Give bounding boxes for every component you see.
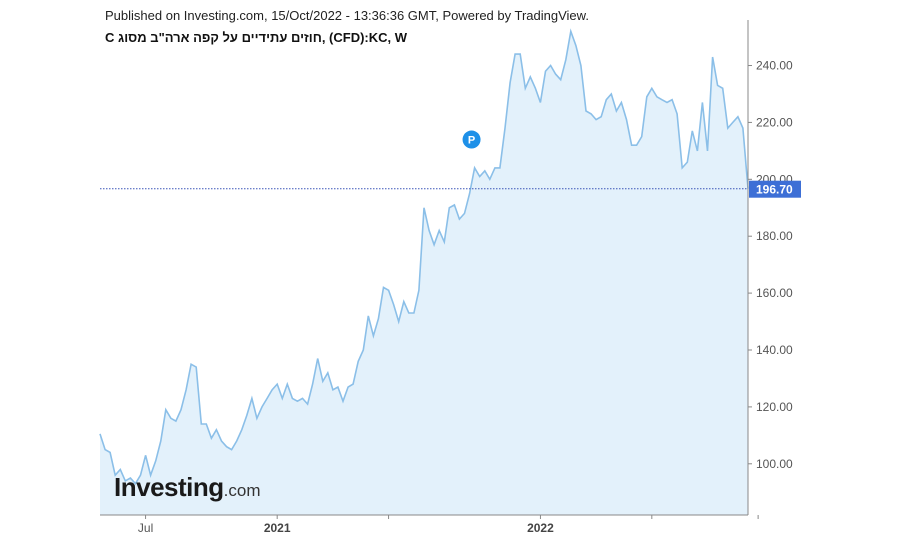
investing-logo: Investing.com — [114, 472, 260, 503]
y-tick-label: 120.00 — [756, 400, 793, 414]
y-axis: 100.00120.00140.00160.00180.00200.00220.… — [747, 20, 793, 515]
marker-circle[interactable] — [462, 130, 481, 149]
y-tick-label: 240.00 — [756, 59, 793, 73]
price-tag: 196.70 — [749, 180, 801, 198]
price-tag-box — [749, 180, 801, 198]
marker-label: P — [468, 135, 475, 147]
y-tick-label: 160.00 — [756, 286, 793, 300]
price-area — [100, 31, 748, 516]
x-tick-label: 2022 — [527, 521, 554, 535]
y-tick-label: 220.00 — [756, 115, 793, 129]
published-caption: Published on Investing.com, 15/Oct/2022 … — [105, 8, 589, 23]
y-tick-label: 180.00 — [756, 229, 793, 243]
chart-title: C חוזים עתידיים על קפה ארה"ב מסוג, (CFD)… — [105, 30, 408, 45]
x-tick-label: 2021 — [264, 521, 291, 535]
y-tick-label: 100.00 — [756, 457, 793, 471]
marker-badge[interactable]: P — [462, 130, 481, 149]
price-tag-label: 196.70 — [756, 183, 793, 197]
y-tick-label: 140.00 — [756, 343, 793, 357]
x-axis: Jul 2021 2022 — [100, 514, 759, 535]
logo-main: Investing — [114, 472, 224, 502]
price-line — [99, 28, 749, 486]
logo-suffix: .com — [223, 481, 261, 500]
x-tick-label: Jul — [138, 521, 153, 535]
